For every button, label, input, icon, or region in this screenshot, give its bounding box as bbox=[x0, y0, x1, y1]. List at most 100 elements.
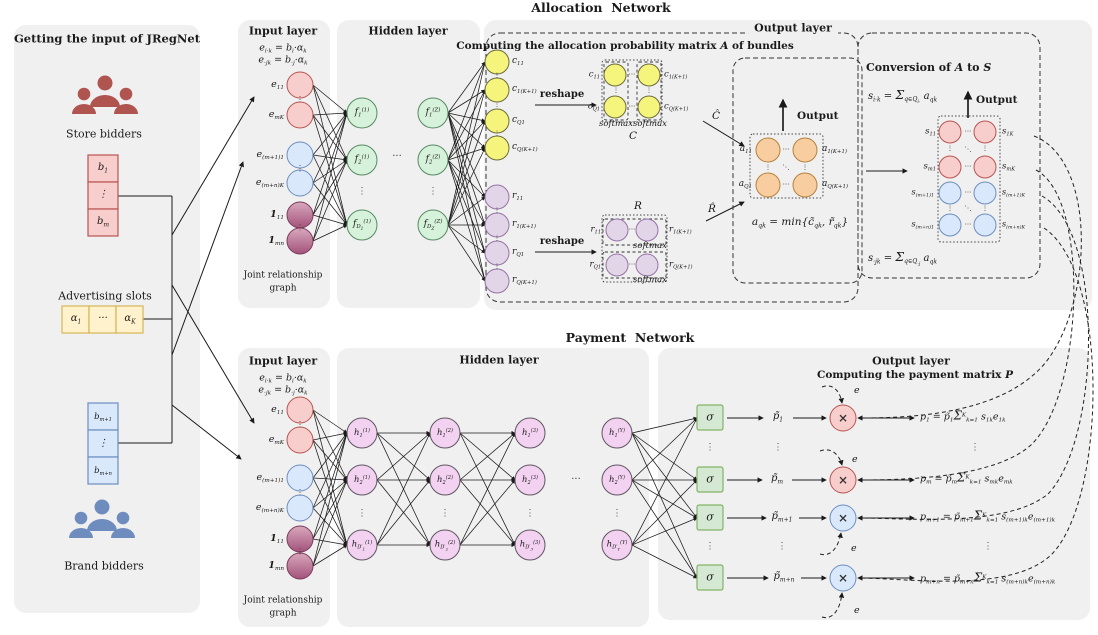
edge-line bbox=[312, 84, 348, 161]
lbl-glyphs-vdots: ⋮ bbox=[946, 144, 954, 153]
edge-line bbox=[171, 404, 242, 460]
lbl-allocation_network-output_layer-r_matrix-right-1: rQ(K+1) bbox=[669, 259, 693, 271]
lbl-allocation_network-conversion-s_right-1: smK bbox=[1002, 161, 1016, 173]
edge-line bbox=[312, 432, 348, 479]
alloc-hidden-node bbox=[346, 209, 378, 241]
dashed-box bbox=[601, 214, 668, 283]
edge-line bbox=[312, 112, 348, 184]
lbl-glyphs-cdots: ··· bbox=[964, 220, 972, 229]
lbl-glyphs-vdots: ⋮ bbox=[493, 71, 501, 80]
lbl-allocation_network-output_layer-c_matrix-softmax: softmax bbox=[633, 118, 667, 129]
lbl-allocation_network-conversion-s_left-3: s(m+n)1 bbox=[911, 219, 934, 231]
edge-line bbox=[171, 284, 255, 424]
lbl-glyphs-vdots: ⋮ bbox=[981, 204, 989, 213]
edge-line bbox=[447, 61, 487, 226]
lbl-allocation_network-output_layer-title: Output layer bbox=[748, 22, 838, 34]
lbl-payment_network-hidden_layer-cols-0-1: h2(1) bbox=[354, 474, 370, 486]
edge-line bbox=[312, 477, 348, 546]
lbl-payment_network-input_layer-nodes-5: 1mn bbox=[268, 559, 284, 573]
edge-line bbox=[312, 159, 348, 184]
lbl-allocation_network-output_layer-c_matrix-left-1: cQ1 bbox=[587, 101, 600, 113]
lbl-allocation_network-conversion-output_label: Output bbox=[976, 94, 1018, 107]
pay-hidden-node bbox=[514, 464, 546, 496]
sigma-box bbox=[696, 404, 724, 431]
lbl-payment_network-output_layer-formulas-0: p1 = p̃1ΣKk=1 s1ke1k bbox=[920, 408, 1006, 424]
lbl-glyphs-vdots: ⋮ bbox=[296, 420, 304, 429]
lbl-glyphs-vdots: ⋮ bbox=[773, 442, 783, 453]
lbl-payment_network-input_layer-title: Input layer bbox=[248, 354, 318, 368]
lbl-allocation_network-hidden_layer-col2-0: f1(Z) bbox=[425, 107, 441, 119]
lbl-payment_network-hidden_layer-cols-1-0: h1(2) bbox=[437, 427, 453, 439]
edge-line bbox=[312, 439, 348, 481]
dashed-box bbox=[485, 32, 859, 303]
edge-line bbox=[312, 112, 348, 216]
s-matrix-node bbox=[973, 213, 997, 237]
dashed-connector bbox=[819, 449, 844, 466]
lbl-payment_network-output_layer-times_symbol: × bbox=[837, 473, 849, 487]
alloc-input-node bbox=[286, 141, 314, 169]
lbl-allocation_network-output_layer-c_hat: Ĉ bbox=[711, 109, 721, 122]
lbl-allocation_network-hidden_layer-col1-0: f1(1) bbox=[354, 107, 370, 119]
lbl-left_panel-store_bidders_label: Store bidders bbox=[66, 127, 142, 141]
lbl-allocation_network-output_layer-r_nodes-1: r1(K+1) bbox=[512, 219, 536, 231]
lbl-glyphs-vdots: ⋮ bbox=[970, 442, 980, 453]
lbl-left_panel-slots-0: α1 bbox=[70, 313, 82, 326]
lbl-glyphs-vdots: ⋮ bbox=[296, 223, 304, 232]
lbl-allocation_network-input_layer-nodes-2: e(m+1)1 bbox=[256, 148, 284, 162]
lbl-glyphs-cdots: ··· bbox=[628, 102, 636, 111]
alloc-input-node bbox=[286, 227, 314, 255]
lbl-allocation_network-output_layer-c_matrix-left-0: c11 bbox=[588, 69, 600, 81]
lbl-left_panel-brand_bidders_label: Brand bidders bbox=[64, 559, 144, 573]
lbl-payment_network-hidden_layer-cols-2-0: h1(3) bbox=[522, 427, 538, 439]
store-bid-box bbox=[87, 154, 119, 183]
panel-pay-input-layer bbox=[238, 348, 330, 627]
edge-line bbox=[459, 479, 516, 546]
edge-line bbox=[312, 159, 348, 242]
a-matrix-node bbox=[792, 137, 818, 163]
lbl-glyphs-vdots: ⋮ bbox=[705, 541, 715, 552]
lbl-glyphs-vdots: ⋮ bbox=[981, 144, 989, 153]
people-glyph bbox=[72, 75, 138, 114]
slot-box bbox=[115, 305, 144, 334]
dashed-connector bbox=[857, 169, 1075, 483]
edge-line bbox=[171, 161, 244, 356]
lbl-allocation_network-output_layer-a_matrix-right-1: aQ(K+1) bbox=[822, 179, 848, 191]
lbl-glyphs-cdots: ··· bbox=[964, 188, 972, 197]
lbl-glyphs-vdots: ⋮ bbox=[296, 95, 304, 104]
lbl-payment_network-input_layer-formula_line2: e·jk = b·j·αk bbox=[258, 384, 308, 397]
lbl-payment_network-output_layer-formulas-1: pm = p̃mΣKk=1 smkemk bbox=[920, 470, 1013, 486]
edge-line bbox=[447, 61, 486, 161]
brand-bidders-icon bbox=[69, 498, 135, 552]
lbl-payment_network-input_layer-nodes-2: e(m+1)1 bbox=[256, 471, 284, 485]
dashed-box bbox=[937, 115, 1001, 243]
edge-line bbox=[312, 111, 348, 116]
edge-line bbox=[631, 544, 698, 579]
lbl-payment_network-output_layer-e_label: e bbox=[854, 604, 860, 616]
store-bidders-icon bbox=[72, 74, 138, 128]
lbl-payment_network-hidden_layer-cols-3-1: h2(Y) bbox=[608, 474, 626, 486]
lbl-allocation_network-conversion-title: Conversion of A to S bbox=[866, 60, 992, 74]
alloc-input-node bbox=[286, 71, 314, 99]
edge-line bbox=[631, 479, 698, 519]
s-matrix-node bbox=[938, 120, 962, 144]
edge-line bbox=[447, 196, 486, 226]
edge-line bbox=[447, 159, 486, 226]
edge-line bbox=[312, 538, 348, 547]
edge-line bbox=[631, 432, 698, 579]
lbl-glyphs-cdots: ··· bbox=[964, 127, 972, 136]
edge-line bbox=[312, 439, 348, 546]
lbl-glyphs-vdots: ⋮ bbox=[946, 204, 954, 213]
lbl-allocation_network-output_layer-c_matrix-label: C bbox=[628, 129, 638, 142]
lbl-allocation_network-hidden_layer-col2-1: f2(Z) bbox=[425, 154, 441, 166]
dashed-box bbox=[749, 133, 824, 199]
lbl-allocation_network-hidden_layer-title: Hidden layer bbox=[368, 24, 448, 38]
lbl-allocation_network-output_layer-c_matrix-right-1: cQ(K+1) bbox=[664, 101, 689, 113]
lbl-allocation_network-output_layer-r_nodes-2: rQ1 bbox=[512, 247, 525, 259]
lbl-glyphs-cdots: ··· bbox=[782, 145, 790, 154]
lbl-allocation_network-output_layer-c_matrix-right-0: c1(K+1) bbox=[664, 69, 688, 81]
lbl-left_panel-slots-1: ··· bbox=[98, 313, 108, 324]
lbl-glyphs-vdots: ⋮ bbox=[777, 541, 787, 552]
lbl-allocation_network-input_layer-title: Input layer bbox=[248, 24, 318, 38]
lbl-payment_network-hidden_layer-title: Hidden layer bbox=[459, 353, 539, 367]
store-bid-box bbox=[87, 208, 119, 237]
